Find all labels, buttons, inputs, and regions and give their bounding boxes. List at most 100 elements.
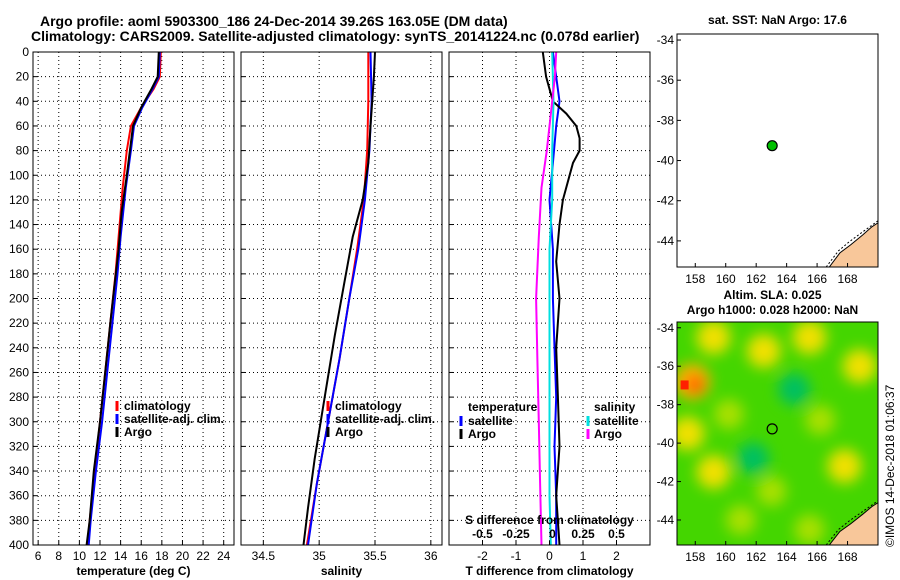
x-axis-label: T difference from climatology — [465, 564, 633, 578]
y-tick-label: 280 — [9, 390, 29, 404]
series-t-argo-line — [541, 52, 581, 545]
y-tick-label: -40 — [657, 154, 675, 168]
y-tick-label: 400 — [9, 538, 29, 552]
y-tick-label: 0 — [22, 45, 29, 59]
sla-blob — [677, 416, 705, 451]
sla-blob — [746, 333, 781, 368]
figure-title-line1: Argo profile: aoml 5903300_186 24-Dec-20… — [40, 13, 508, 29]
x-tick-label: 168 — [838, 272, 858, 286]
series-argo-line — [302, 52, 376, 545]
x-tick-label: 158 — [685, 550, 705, 564]
x-axis-label: temperature (deg C) — [76, 564, 190, 578]
x-tick-label: 36 — [424, 549, 438, 563]
sla-blob — [805, 405, 836, 436]
y-tick-label: 160 — [9, 242, 29, 256]
x-tick-label: 0 — [546, 549, 553, 563]
y-tick-label: 300 — [9, 415, 29, 429]
s-tick-label: -0.25 — [502, 527, 530, 541]
s-axis-label: S difference from climatology — [465, 513, 634, 527]
y-tick-label: -42 — [657, 194, 675, 208]
x-tick-label: 35.5 — [363, 549, 387, 563]
legend-title-temperature: temperature — [468, 400, 538, 414]
legend-label: satellite — [468, 414, 513, 428]
x-tick-label: 24 — [217, 549, 231, 563]
coastline-land — [828, 502, 878, 545]
sla-blob — [794, 514, 825, 545]
series-t-satellite-line — [548, 52, 561, 545]
x-tick-label: 18 — [155, 549, 169, 563]
y-tick-label: -40 — [657, 436, 675, 450]
legend-label: Argo — [124, 425, 152, 439]
y-tick-label: 80 — [16, 144, 30, 158]
x-tick-label: 14 — [114, 549, 128, 563]
argo-position-marker — [766, 140, 778, 152]
legend-label: satellite — [594, 414, 639, 428]
x-tick-label: 164 — [777, 550, 797, 564]
y-tick-label: 20 — [16, 70, 30, 84]
x-tick-label: 164 — [777, 272, 797, 286]
sla-blob — [713, 399, 744, 430]
y-tick-label: 320 — [9, 439, 29, 453]
y-tick-label: 220 — [9, 316, 29, 330]
y-tick-label: -34 — [657, 321, 675, 335]
legend-label: satellite-adj. clim. — [124, 412, 224, 426]
y-tick-label: 180 — [9, 267, 29, 281]
x-axis-label: salinity — [321, 564, 363, 578]
y-tick-label: -36 — [657, 73, 675, 87]
sla-blob — [725, 505, 756, 536]
x-tick-label: 20 — [176, 549, 190, 563]
sst-map-title: sat. SST: NaN Argo: 17.6 — [708, 13, 847, 27]
x-tick-label: 168 — [838, 550, 858, 564]
series-s-satellite-line — [548, 52, 555, 545]
y-tick-label: 380 — [9, 513, 29, 527]
sla-hotspot — [680, 380, 689, 390]
y-tick-label: 40 — [16, 94, 30, 108]
y-tick-label: 260 — [9, 365, 29, 379]
x-tick-label: 162 — [746, 550, 766, 564]
x-tick-label: 160 — [716, 550, 736, 564]
legend-label: climatology — [124, 399, 191, 413]
coastline-shelf — [825, 500, 878, 545]
legend-label: climatology — [335, 399, 402, 413]
sst-map-frame — [676, 33, 879, 268]
x-tick-label: 166 — [807, 550, 827, 564]
y-tick-label: 120 — [9, 193, 29, 207]
x-tick-label: 162 — [746, 272, 766, 286]
sla-map-title-line1: Altim. SLA: 0.025 — [723, 288, 821, 302]
legend-label: Argo — [468, 427, 496, 441]
series-argo-line — [85, 52, 160, 545]
x-tick-label: 6 — [35, 549, 42, 563]
y-tick-label: 200 — [9, 292, 29, 306]
y-tick-label: 60 — [16, 119, 30, 133]
y-tick-label: -38 — [657, 113, 675, 127]
sla-blob — [737, 442, 770, 475]
sla-blob — [696, 322, 731, 355]
x-tick-label: 158 — [685, 272, 705, 286]
s-tick-label: 0.25 — [571, 527, 595, 541]
legend-title-salinity: salinity — [594, 400, 636, 414]
x-tick-label: 22 — [196, 549, 210, 563]
s-tick-label: -0.5 — [472, 527, 493, 541]
x-tick-label: 12 — [93, 549, 107, 563]
sst-map-background — [677, 34, 878, 267]
y-tick-label: -36 — [657, 359, 675, 373]
sla-blob — [827, 449, 862, 484]
x-tick-label: 35 — [312, 549, 326, 563]
y-tick-label: -38 — [657, 398, 675, 412]
legend-label: Argo — [335, 425, 363, 439]
y-tick-label: -44 — [657, 234, 675, 248]
sla-map-title-line2: Argo h1000: 0.028 h2000: NaN — [687, 303, 858, 317]
sla-blob — [778, 373, 811, 406]
y-tick-label: 140 — [9, 218, 29, 232]
s-tick-label: 0.5 — [608, 527, 625, 541]
sla-blob — [842, 349, 877, 384]
y-tick-label: 360 — [9, 489, 29, 503]
x-tick-label: 10 — [73, 549, 87, 563]
series-s-argo-line — [535, 52, 558, 545]
x-tick-label: -1 — [511, 549, 522, 563]
y-tick-label: -42 — [657, 475, 675, 489]
sla-blob — [756, 476, 787, 507]
x-tick-label: 16 — [135, 549, 149, 563]
y-tick-label: -34 — [657, 33, 675, 47]
